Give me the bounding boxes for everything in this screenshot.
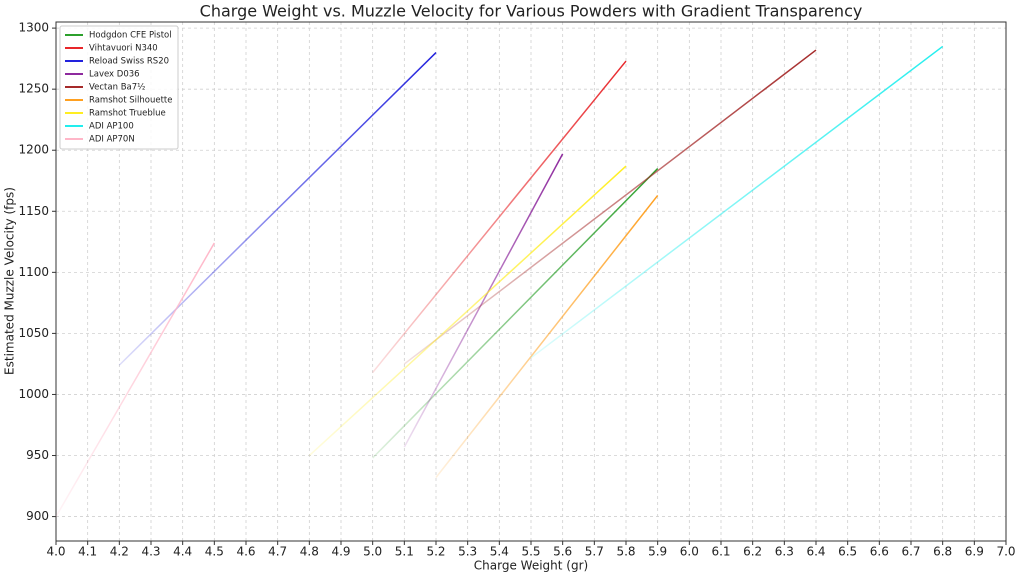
series-line bbox=[372, 60, 627, 373]
series-line bbox=[118, 51, 437, 366]
legend-label: Ramshot Silhouette bbox=[89, 96, 172, 106]
x-tick-label: 4.0 bbox=[46, 545, 65, 559]
legend-label: Reload Swiss RS20 bbox=[89, 57, 169, 67]
legend-label: Ramshot Trueblue bbox=[89, 109, 166, 119]
x-tick-label: 5.1 bbox=[395, 545, 414, 559]
x-tick-label: 6.4 bbox=[806, 545, 825, 559]
x-tick-label: 6.1 bbox=[711, 545, 730, 559]
x-tick-label: 4.3 bbox=[141, 545, 160, 559]
x-tick-label: 5.7 bbox=[585, 545, 604, 559]
x-tick-label: 6.0 bbox=[680, 545, 699, 559]
legend-label: Vectan Ba7½ bbox=[89, 83, 145, 93]
x-tick-label: 4.6 bbox=[236, 545, 255, 559]
x-tick-label: 5.3 bbox=[458, 545, 477, 559]
legend-label: Lavex D036 bbox=[89, 70, 140, 80]
x-tick-label: 6.3 bbox=[775, 545, 794, 559]
series-line bbox=[530, 45, 944, 359]
plot-frame bbox=[55, 21, 1007, 542]
x-tick-label: 6.8 bbox=[933, 545, 952, 559]
legend-label: ADI AP70N bbox=[89, 135, 135, 145]
legend-label: Vihtavuori N340 bbox=[89, 44, 158, 54]
series-line bbox=[55, 242, 215, 517]
x-axis-label: Charge Weight (gr) bbox=[474, 559, 588, 573]
y-tick-label: 1100 bbox=[18, 265, 49, 279]
x-tick-label: 5.9 bbox=[648, 545, 667, 559]
y-tick-label: 1000 bbox=[18, 387, 49, 401]
x-tick-label: 5.8 bbox=[616, 545, 635, 559]
x-tick-label: 5.2 bbox=[426, 545, 445, 559]
x-tick-label: 4.7 bbox=[268, 545, 287, 559]
x-tick-label: 4.4 bbox=[173, 545, 192, 559]
x-tick-label: 5.4 bbox=[490, 545, 509, 559]
series-line bbox=[403, 153, 564, 448]
x-tick-label: 5.6 bbox=[553, 545, 572, 559]
y-tick-label: 1150 bbox=[18, 204, 49, 218]
y-tick-label: 1300 bbox=[18, 21, 49, 35]
y-axis-label: Estimated Muzzle Velocity (fps) bbox=[3, 187, 17, 375]
x-tick-label: 6.9 bbox=[965, 545, 984, 559]
x-tick-label: 4.8 bbox=[300, 545, 319, 559]
series-line bbox=[308, 165, 627, 457]
x-tick-label: 7.0 bbox=[996, 545, 1015, 559]
legend-label: Hodgdon CFE Pistol bbox=[89, 31, 172, 41]
legend-label: ADI AP100 bbox=[89, 122, 134, 132]
x-tick-label: 5.5 bbox=[521, 545, 540, 559]
x-tick-label: 5.0 bbox=[363, 545, 382, 559]
y-tick-label: 1050 bbox=[18, 326, 49, 340]
y-tick-label: 1200 bbox=[18, 143, 49, 157]
x-tick-label: 6.7 bbox=[901, 545, 920, 559]
series-line bbox=[403, 49, 817, 365]
y-tick-label: 950 bbox=[26, 448, 49, 462]
x-tick-label: 4.5 bbox=[205, 545, 224, 559]
x-tick-label: 4.2 bbox=[110, 545, 129, 559]
x-tick-label: 6.2 bbox=[743, 545, 762, 559]
y-tick-label: 900 bbox=[26, 509, 49, 523]
x-tick-label: 6.6 bbox=[870, 545, 889, 559]
x-tick-label: 6.5 bbox=[838, 545, 857, 559]
x-tick-label: 4.9 bbox=[331, 545, 350, 559]
series-line bbox=[435, 194, 659, 478]
chart-title: Charge Weight vs. Muzzle Velocity for Va… bbox=[200, 2, 863, 21]
y-tick-label: 1250 bbox=[18, 82, 49, 96]
legend-box bbox=[59, 25, 179, 150]
x-tick-label: 4.1 bbox=[78, 545, 97, 559]
series-line bbox=[372, 168, 659, 459]
